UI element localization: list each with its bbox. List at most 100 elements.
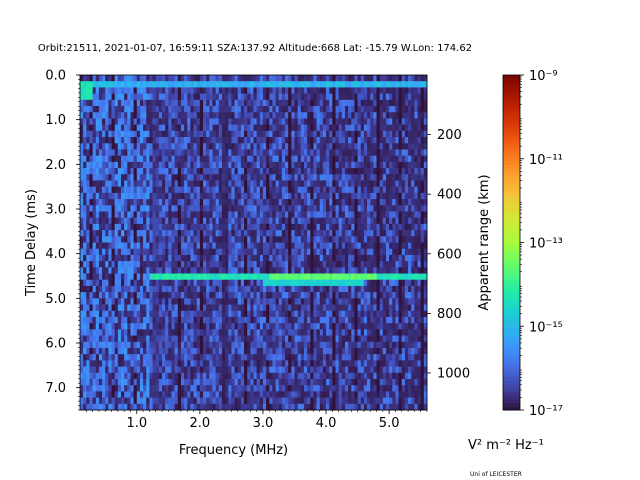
heatmap-cell [133,397,138,405]
heatmap-cell [162,316,166,324]
heatmap-cell [80,310,84,318]
heatmap-cell [344,93,349,101]
heatmap-cell [196,310,201,318]
heatmap-cell [162,397,166,405]
heatmap-cell [149,87,153,95]
heatmap-cell [341,298,346,305]
heatmap-cell [351,397,355,405]
heatmap-cell [212,192,217,200]
heatmap-cell [326,137,330,144]
heatmap-cell [335,93,340,101]
heatmap-cell [281,285,286,293]
heatmap-cell [206,236,210,243]
heatmap-cell [108,329,112,336]
heatmap-cell [262,137,267,144]
heatmap-cell [272,137,276,144]
heatmap-cell [354,75,358,82]
heatmap-cell [124,149,128,157]
heatmap-cell [329,298,333,305]
heatmap-cell [285,180,289,188]
heatmap-cell [269,279,273,287]
heatmap-cell [294,391,299,398]
heatmap-cell [146,378,150,386]
heatmap-cell [95,149,100,157]
heatmap-cell [228,217,232,225]
heatmap-cell [206,143,210,150]
heatmap-cell [139,354,144,361]
heatmap-cell [162,298,166,305]
heatmap-cell [266,292,270,299]
heatmap-cell [149,180,153,188]
heatmap-cell [297,323,302,330]
heatmap-cell [341,292,346,299]
heatmap-cell [162,93,166,101]
heatmap-cell [92,310,97,318]
heatmap-cell [281,161,286,169]
heatmap-cell [225,81,229,88]
heatmap-cell [253,335,258,343]
heatmap-cell [165,360,169,367]
heatmap-cell [218,310,223,318]
heatmap-cell [83,360,87,367]
heatmap-cell [95,360,100,367]
heatmap-cell [228,366,232,374]
heatmap-cell [288,81,292,88]
heatmap-cell [240,168,245,175]
heatmap-cell [165,168,169,175]
heatmap-cell [158,341,163,349]
heatmap-cell [348,254,352,262]
heatmap-cell [218,236,223,243]
heatmap-cell [244,242,248,250]
heatmap-cell [215,75,220,82]
heatmap-cell [203,298,207,305]
heatmap-cell [344,106,349,113]
heatmap-cell [297,403,302,411]
heatmap-cell [307,248,311,256]
heatmap-cell [225,186,229,194]
heatmap-cell [313,161,317,169]
heatmap-cell [139,118,144,126]
heatmap-cell [124,87,128,95]
heatmap-cell [344,341,349,349]
heatmap-cell [262,180,267,188]
heatmap-cell [278,217,283,225]
heatmap-cell [266,347,270,355]
heatmap-cell [218,137,223,144]
heatmap-cell [180,267,185,274]
heatmap-cell [316,366,321,374]
heatmap-cell [332,372,336,380]
heatmap-cell [319,137,324,144]
heatmap-cell [92,199,97,206]
heatmap-cell [114,385,119,392]
heatmap-cell [313,267,317,274]
heatmap-cell [136,335,141,343]
heatmap-cell [221,335,226,343]
heatmap-cell [187,341,191,349]
heatmap-cell [171,106,176,113]
heatmap-cell [174,316,179,324]
heatmap-cell [152,254,157,262]
heatmap-cell [149,205,153,212]
heatmap-cell [322,273,327,281]
heatmap-cell [313,354,317,361]
heatmap-cell [344,254,349,262]
heatmap-cell [326,323,330,330]
heatmap-cell [86,397,90,405]
heatmap-cell [300,223,305,231]
heatmap-cell [225,285,229,293]
heatmap-cell [262,298,267,305]
heatmap-cell [206,385,210,392]
heatmap-cell [332,143,336,150]
heatmap-cell [351,149,355,157]
heatmap-cell [127,366,131,374]
heatmap-cell [89,329,94,336]
heatmap-cell [114,87,119,95]
heatmap-cell [281,118,286,126]
heatmap-cell [363,99,368,107]
heatmap-cell [288,174,292,181]
heatmap-cell [225,180,229,188]
heatmap-cell [329,391,333,398]
heatmap-cell [149,316,153,324]
heatmap-cell [152,112,157,119]
heatmap-cell [357,87,362,95]
